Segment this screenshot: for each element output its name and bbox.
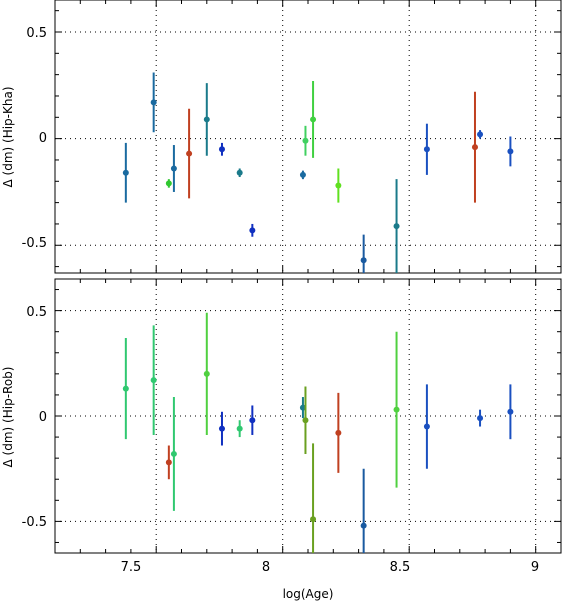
xtick-label-2: 8.5: [390, 560, 411, 575]
top-point-9: [299, 171, 306, 178]
bottom-point-8: [299, 404, 306, 411]
bottom-point-4: [203, 370, 210, 377]
top-ytick-label-2: -0.5: [22, 236, 47, 251]
bottom-point-12: [360, 522, 367, 529]
bottom-point-15: [477, 415, 484, 422]
top-point-0: [122, 169, 129, 176]
bottom-point-1: [150, 377, 157, 384]
bottom-ytick-label-0: 0.5: [26, 305, 47, 320]
top-points: [122, 72, 514, 273]
top-panel-frame: [54, 0, 562, 274]
top-point-6: [218, 146, 225, 153]
ticks-layer: [54, 0, 562, 553]
top-point-7: [236, 169, 243, 176]
top-point-12: [335, 182, 342, 189]
marks-layer: [122, 72, 514, 553]
bottom-ytick-label-1: 0: [39, 410, 47, 425]
x-axis-title: log(Age): [283, 587, 334, 601]
top-point-1: [150, 99, 157, 106]
top-point-18: [507, 148, 514, 155]
bottom-point-0: [122, 385, 129, 392]
top-point-5: [203, 116, 210, 123]
bottom-point-5: [218, 425, 225, 432]
top-point-15: [423, 146, 430, 153]
top-point-17: [477, 131, 484, 138]
bottom-point-7: [249, 417, 256, 424]
top-point-2: [165, 180, 172, 187]
bottom-point-14: [423, 423, 430, 430]
bottom-point-2: [165, 459, 172, 466]
grid-layer: [55, 0, 561, 553]
top-point-8: [249, 227, 256, 234]
top-point-3: [170, 165, 177, 172]
bottom-point-13: [393, 406, 400, 413]
top-point-10: [302, 137, 309, 144]
xtick-label-3: 9: [531, 560, 539, 575]
bottom-ytick-label-2: -0.5: [22, 515, 47, 530]
bottom-y-axis-title: Δ (dm) (Hip-Rob): [1, 367, 15, 468]
top-ytick-label-1: 0: [39, 131, 47, 146]
top-point-16: [471, 144, 478, 151]
top-point-14: [393, 223, 400, 230]
bottom-point-11: [335, 429, 342, 436]
bottom-point-6: [236, 425, 243, 432]
top-ytick-label-0: 0.5: [26, 26, 47, 41]
top-point-4: [186, 150, 193, 157]
xtick-label-0: 7.5: [121, 560, 142, 575]
top-y-axis-title: Δ (dm) (Hip-Kha): [1, 86, 15, 187]
bottom-point-16: [507, 408, 514, 415]
top-point-13: [360, 257, 367, 264]
bottom-points: [122, 312, 514, 553]
xtick-label-1: 8: [262, 560, 270, 575]
bottom-point-9: [302, 417, 309, 424]
top-point-11: [310, 116, 317, 123]
bottom-point-10: [310, 516, 317, 523]
bottom-point-3: [170, 450, 177, 457]
